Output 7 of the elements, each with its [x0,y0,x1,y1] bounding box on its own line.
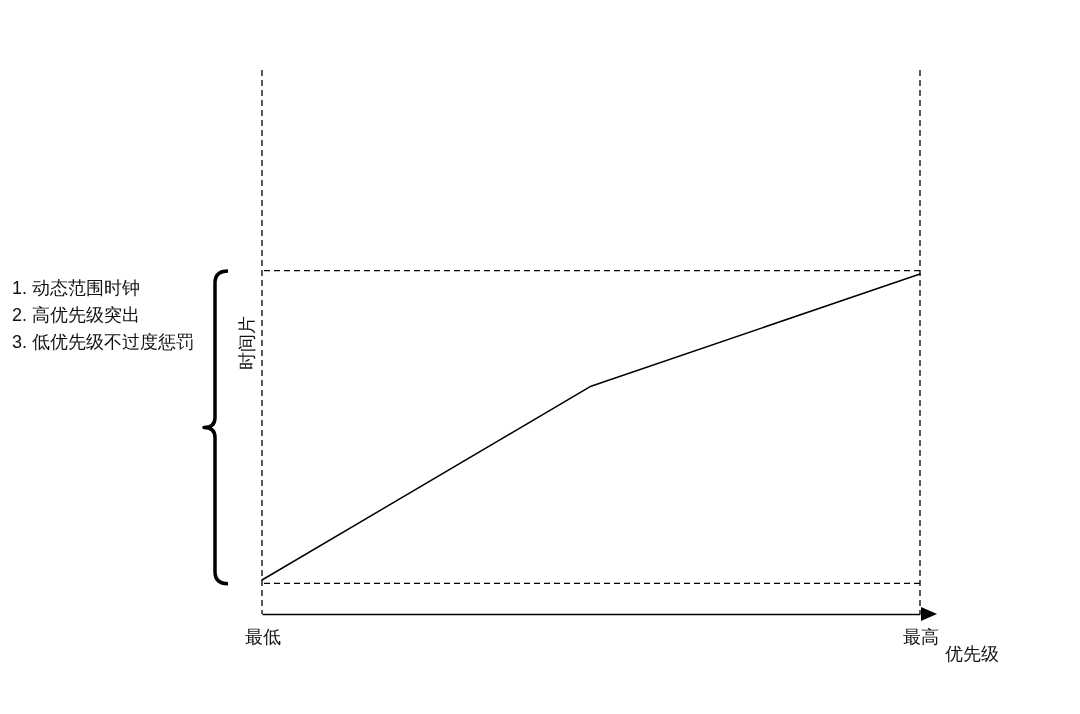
text: 3. 低优先级不过度惩罚 [12,331,195,352]
x-axis-title: 优先级 [944,643,999,664]
text: 1. 动态范围时钟 [12,277,141,298]
x-tick-label: 最高 [902,626,939,647]
x-tick-label: 最低 [244,626,281,647]
y-axis-title: 时间片 [236,315,257,370]
text: 2. 高优先级突出 [12,304,141,325]
